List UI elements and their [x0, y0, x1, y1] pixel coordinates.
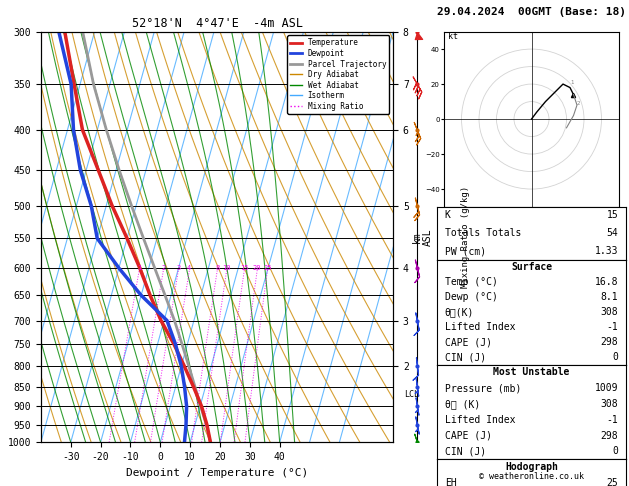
- Text: LCL: LCL: [404, 390, 419, 399]
- Text: K: K: [445, 210, 450, 221]
- Text: Lifted Index: Lifted Index: [445, 322, 515, 332]
- Text: 15: 15: [606, 210, 618, 221]
- Text: 8: 8: [215, 265, 220, 271]
- Text: 10: 10: [222, 265, 231, 271]
- Text: CAPE (J): CAPE (J): [445, 337, 492, 347]
- Text: Surface: Surface: [511, 262, 552, 273]
- Text: 29.04.2024  00GMT (Base: 18): 29.04.2024 00GMT (Base: 18): [437, 7, 626, 17]
- Text: 25: 25: [606, 478, 618, 486]
- Text: Temp (°C): Temp (°C): [445, 278, 498, 287]
- Text: 15: 15: [240, 265, 248, 271]
- Text: 3: 3: [176, 265, 181, 271]
- Text: 298: 298: [601, 431, 618, 441]
- Text: CAPE (J): CAPE (J): [445, 431, 492, 441]
- Text: 1: 1: [570, 80, 574, 85]
- Text: 16.8: 16.8: [595, 278, 618, 287]
- Text: 2: 2: [161, 265, 165, 271]
- Text: 4: 4: [187, 265, 191, 271]
- Text: 0: 0: [613, 446, 618, 456]
- Text: EH: EH: [445, 478, 457, 486]
- Text: Dewp (°C): Dewp (°C): [445, 292, 498, 302]
- Text: 2: 2: [577, 101, 581, 106]
- Text: 8.1: 8.1: [601, 292, 618, 302]
- Text: © weatheronline.co.uk: © weatheronline.co.uk: [479, 472, 584, 481]
- Text: PW (cm): PW (cm): [445, 246, 486, 256]
- Text: 1.33: 1.33: [595, 246, 618, 256]
- Text: Lifted Index: Lifted Index: [445, 415, 515, 425]
- Text: Most Unstable: Most Unstable: [493, 367, 570, 378]
- Text: Totals Totals: Totals Totals: [445, 228, 521, 238]
- Legend: Temperature, Dewpoint, Parcel Trajectory, Dry Adiabat, Wet Adiabat, Isotherm, Mi: Temperature, Dewpoint, Parcel Trajectory…: [287, 35, 389, 114]
- Text: 308: 308: [601, 399, 618, 409]
- Text: Pressure (mb): Pressure (mb): [445, 383, 521, 393]
- Text: 54: 54: [606, 228, 618, 238]
- Text: kt: kt: [447, 32, 457, 41]
- Text: 298: 298: [601, 337, 618, 347]
- Y-axis label: hPa: hPa: [0, 227, 2, 247]
- Text: 25: 25: [263, 265, 272, 271]
- Text: -1: -1: [606, 415, 618, 425]
- Title: 52°18'N  4°47'E  -4m ASL: 52°18'N 4°47'E -4m ASL: [131, 17, 303, 31]
- Text: 308: 308: [601, 307, 618, 317]
- Text: CIN (J): CIN (J): [445, 446, 486, 456]
- Text: θᴇ (K): θᴇ (K): [445, 399, 480, 409]
- Text: -1: -1: [606, 322, 618, 332]
- Text: Hodograph: Hodograph: [505, 462, 558, 472]
- Y-axis label: km
ASL: km ASL: [411, 228, 433, 246]
- Text: 1009: 1009: [595, 383, 618, 393]
- Text: CIN (J): CIN (J): [445, 352, 486, 362]
- X-axis label: Dewpoint / Temperature (°C): Dewpoint / Temperature (°C): [126, 468, 308, 478]
- Text: 1: 1: [137, 265, 142, 271]
- Text: 20: 20: [253, 265, 262, 271]
- Text: θᴇ(K): θᴇ(K): [445, 307, 474, 317]
- Text: Mixing Ratio (g/kg): Mixing Ratio (g/kg): [461, 186, 470, 288]
- Text: 0: 0: [613, 352, 618, 362]
